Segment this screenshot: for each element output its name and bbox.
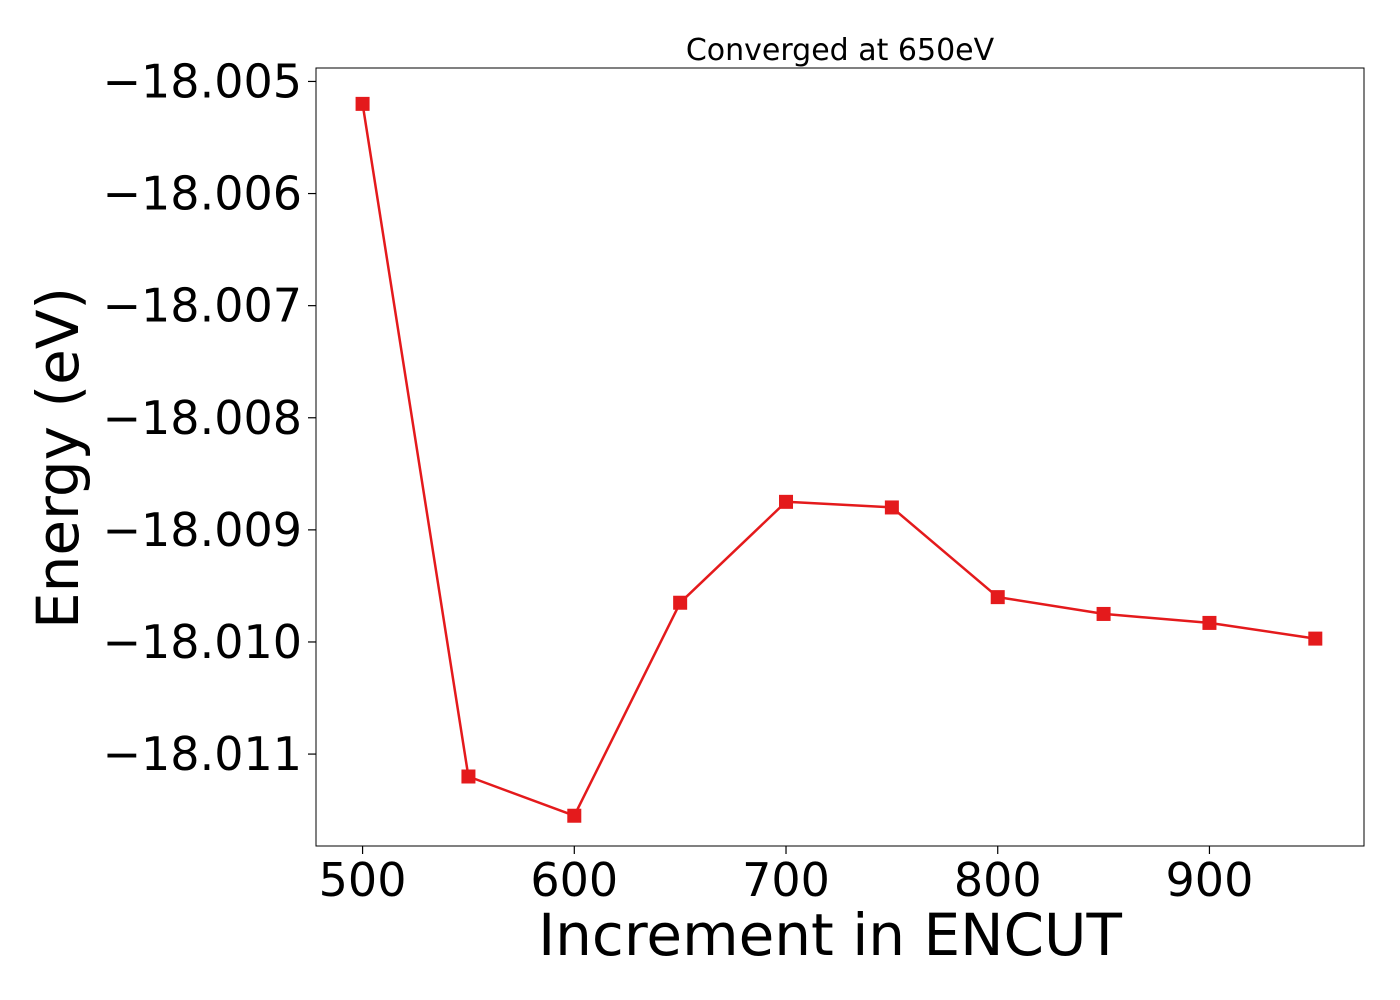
x-tick-label: 700 <box>742 853 830 907</box>
axis-ticks: 500 600 700 800 900 −18.005 −18.006 −18.007 −18.… <box>103 54 1254 907</box>
x-tick-label: 600 <box>530 853 618 907</box>
data-point-marker <box>1096 606 1111 621</box>
series-line <box>361 103 1316 817</box>
y-axis-label: Energy (eV) <box>24 287 92 629</box>
data-point-marker <box>461 769 476 784</box>
y-tick-label: −18.005 <box>103 54 303 108</box>
y-tick-label: −18.007 <box>103 279 303 333</box>
data-point-marker <box>884 500 899 515</box>
y-tick-label: −18.010 <box>103 615 303 669</box>
y-tick-label: −18.009 <box>103 503 303 557</box>
data-point-marker <box>355 96 370 111</box>
x-tick-label: 500 <box>319 853 407 907</box>
x-tick-label: 900 <box>1166 853 1254 907</box>
y-tick-label: −18.011 <box>103 727 303 781</box>
x-tick-label: 800 <box>954 853 1042 907</box>
x-axis-label: Increment in ENCUT <box>538 901 1122 969</box>
y-tick-label: −18.006 <box>103 167 303 221</box>
plot-frame <box>315 67 1365 847</box>
data-point-marker <box>1202 615 1217 630</box>
data-series <box>355 96 1323 823</box>
y-tick-label: −18.008 <box>103 391 303 445</box>
data-point-marker <box>779 494 794 509</box>
data-point-marker <box>567 808 582 823</box>
data-point-marker <box>1308 631 1323 646</box>
data-point-marker <box>673 595 688 610</box>
data-point-marker <box>990 590 1005 605</box>
chart-title: Converged at 650eV <box>686 33 995 68</box>
